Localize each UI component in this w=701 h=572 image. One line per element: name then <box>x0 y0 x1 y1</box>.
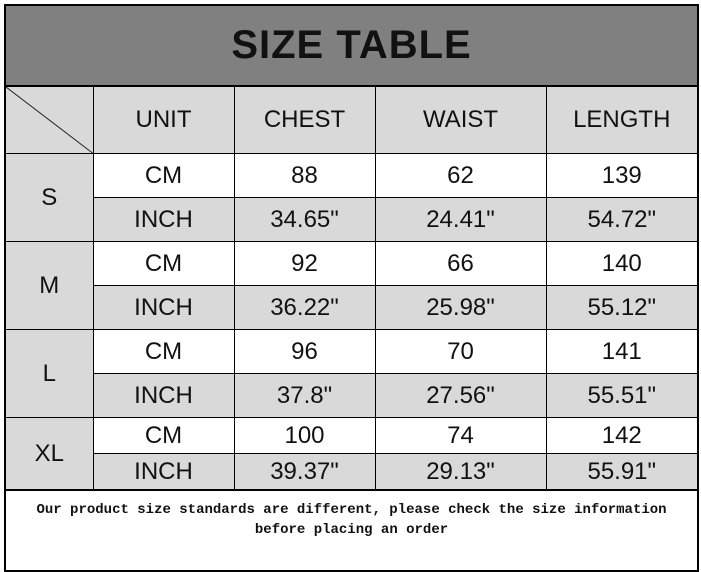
size-row-xl-cm: XL CM 100 74 142 <box>4 417 699 491</box>
cell-length: 142 <box>545 417 699 454</box>
cell-length: 55.12" <box>545 285 699 330</box>
cell-unit: CM <box>92 329 235 374</box>
size-label: L <box>4 329 94 418</box>
size-label: M <box>4 241 94 330</box>
cell-chest: 92 <box>233 241 376 286</box>
size-row-m-cm: M CM 92 66 140 <box>4 241 699 330</box>
cell-chest: 36.22" <box>233 285 376 330</box>
cell-unit: CM <box>92 417 235 454</box>
size-row-l-cm: L CM 96 70 141 <box>4 329 699 418</box>
cell-length: 141 <box>545 329 699 374</box>
cell-length: 139 <box>545 153 699 198</box>
cell-chest: 37.8" <box>233 373 376 418</box>
cell-waist: 74 <box>374 417 547 454</box>
size-row-s-cm: S CM 88 62 139 <box>4 153 699 242</box>
header-unit: UNIT <box>92 85 235 154</box>
size-row-m-inch: INCH 36.22" 25.98" 55.12" <box>5 285 699 330</box>
size-row-s-inch: INCH 34.65" 24.41" 54.72" <box>5 197 699 242</box>
header-waist: WAIST <box>374 85 547 154</box>
size-label: S <box>4 153 94 242</box>
diagonal-corner-cell <box>4 85 94 154</box>
cell-length: 55.51" <box>545 373 699 418</box>
cell-unit: INCH <box>92 453 235 491</box>
footer-note: Our product size standards are different… <box>3 489 700 572</box>
cell-unit: INCH <box>92 197 235 242</box>
size-row-xl-inch: INCH 39.37" 29.13" 55.91" <box>5 453 699 491</box>
cell-waist: 66 <box>374 241 547 286</box>
header-length: LENGTH <box>545 85 699 154</box>
cell-waist: 29.13" <box>374 453 547 491</box>
header-chest: CHEST <box>233 85 376 154</box>
size-label: XL <box>4 417 94 491</box>
cell-chest: 34.65" <box>233 197 376 242</box>
table-title: SIZE TABLE <box>3 4 700 87</box>
cell-length: 54.72" <box>545 197 699 242</box>
footer-line-2: before placing an order <box>254 522 449 538</box>
footer-line-1: Our product size standards are different… <box>36 502 667 518</box>
cell-chest: 39.37" <box>233 453 376 491</box>
cell-length: 140 <box>545 241 699 286</box>
cell-waist: 62 <box>374 153 547 198</box>
cell-waist: 70 <box>374 329 547 374</box>
cell-length: 55.91" <box>545 453 699 491</box>
cell-unit: CM <box>92 241 235 286</box>
cell-unit: INCH <box>92 285 235 330</box>
cell-unit: INCH <box>92 373 235 418</box>
cell-unit: CM <box>92 153 235 198</box>
cell-chest: 88 <box>233 153 376 198</box>
cell-chest: 100 <box>233 417 376 454</box>
cell-waist: 25.98" <box>374 285 547 330</box>
cell-chest: 96 <box>233 329 376 374</box>
size-row-l-inch: INCH 37.8" 27.56" 55.51" <box>5 373 699 418</box>
cell-waist: 27.56" <box>374 373 547 418</box>
cell-waist: 24.41" <box>374 197 547 242</box>
size-table: SIZE TABLE UNIT CHEST WAIST LENGTH S CM 88… <box>3 4 700 572</box>
